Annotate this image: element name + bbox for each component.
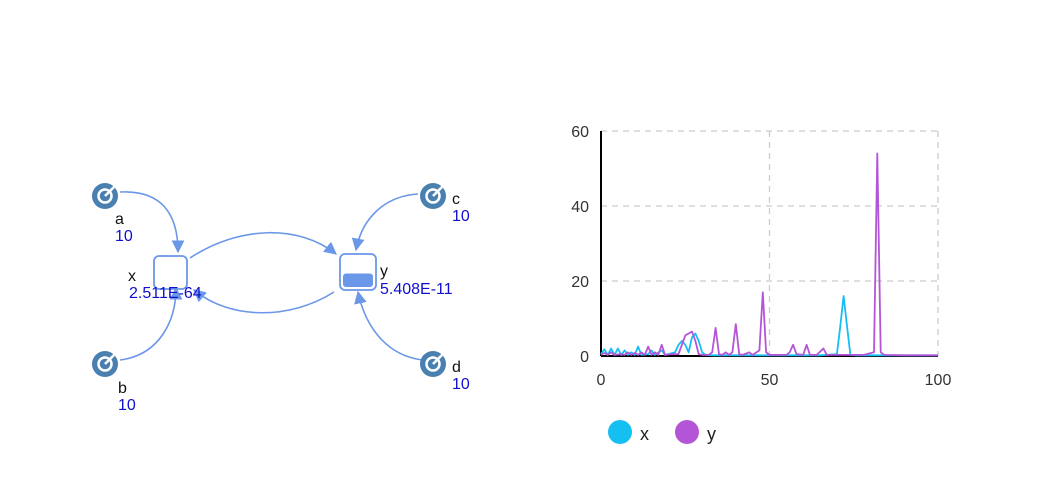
series-line-x[interactable] — [600, 295, 938, 357]
edge-x-to-y[interactable] — [189, 231, 337, 259]
legend-label: y — [707, 424, 716, 444]
species-value: 2.511E-64 — [129, 285, 202, 302]
x-tick-label: 0 — [597, 372, 606, 389]
edge-a-to-x[interactable] — [119, 191, 185, 254]
chart-ticks: 0 20 40 60 0 50 100 — [571, 124, 951, 389]
parameter-arrow-icon — [92, 182, 119, 209]
chart-grid — [601, 130, 939, 356]
y-tick-label: 60 — [571, 124, 589, 141]
species-label: y — [380, 263, 388, 280]
param-node-c[interactable]: c 10 — [420, 182, 470, 225]
chart-series — [600, 152, 938, 357]
edge-b-to-x[interactable] — [119, 286, 183, 361]
param-label: c — [452, 191, 460, 208]
chart-legend: x y — [608, 420, 716, 444]
species-value: 5.408E-11 — [380, 281, 453, 298]
species-node-x[interactable]: x 2.511E-64 — [128, 255, 202, 302]
species-node-y[interactable]: y 5.408E-11 — [339, 253, 453, 298]
param-label: a — [115, 211, 124, 228]
edge-c-to-y[interactable] — [351, 193, 419, 252]
reaction-diagram: a 10 b 10 c 10 — [92, 182, 470, 414]
parameter-arrow-icon — [420, 182, 447, 209]
param-node-b[interactable]: b 10 — [92, 350, 136, 414]
legend-label: x — [640, 424, 649, 444]
param-value: 10 — [452, 376, 470, 393]
legend-swatch — [675, 420, 699, 444]
edge-y-to-x[interactable] — [193, 289, 335, 314]
species-label: x — [128, 268, 136, 285]
param-node-a[interactable]: a 10 — [92, 182, 133, 245]
time-series-chart: 0 20 40 60 0 50 100 — [571, 124, 951, 389]
y-tick-label: 20 — [571, 274, 589, 291]
param-value: 10 — [115, 228, 133, 245]
species-box — [153, 255, 188, 290]
series-line-y[interactable] — [600, 152, 938, 357]
x-tick-label: 50 — [761, 372, 779, 389]
y-tick-label: 40 — [571, 199, 589, 216]
edge-d-to-y[interactable] — [354, 290, 423, 361]
x-tick-label: 100 — [925, 372, 952, 389]
diagram-edges — [119, 191, 423, 361]
parameter-arrow-icon — [420, 350, 447, 377]
param-node-d[interactable]: d 10 — [420, 350, 470, 393]
param-value: 10 — [118, 397, 136, 414]
param-label: d — [452, 359, 461, 376]
param-value: 10 — [452, 208, 470, 225]
legend-item-x[interactable]: x — [608, 420, 649, 444]
y-tick-label: 0 — [580, 349, 589, 366]
species-level-fill — [343, 273, 373, 287]
legend-item-y[interactable]: y — [675, 420, 716, 444]
parameter-arrow-icon — [92, 350, 119, 377]
param-label: b — [118, 380, 127, 397]
legend-swatch — [608, 420, 632, 444]
